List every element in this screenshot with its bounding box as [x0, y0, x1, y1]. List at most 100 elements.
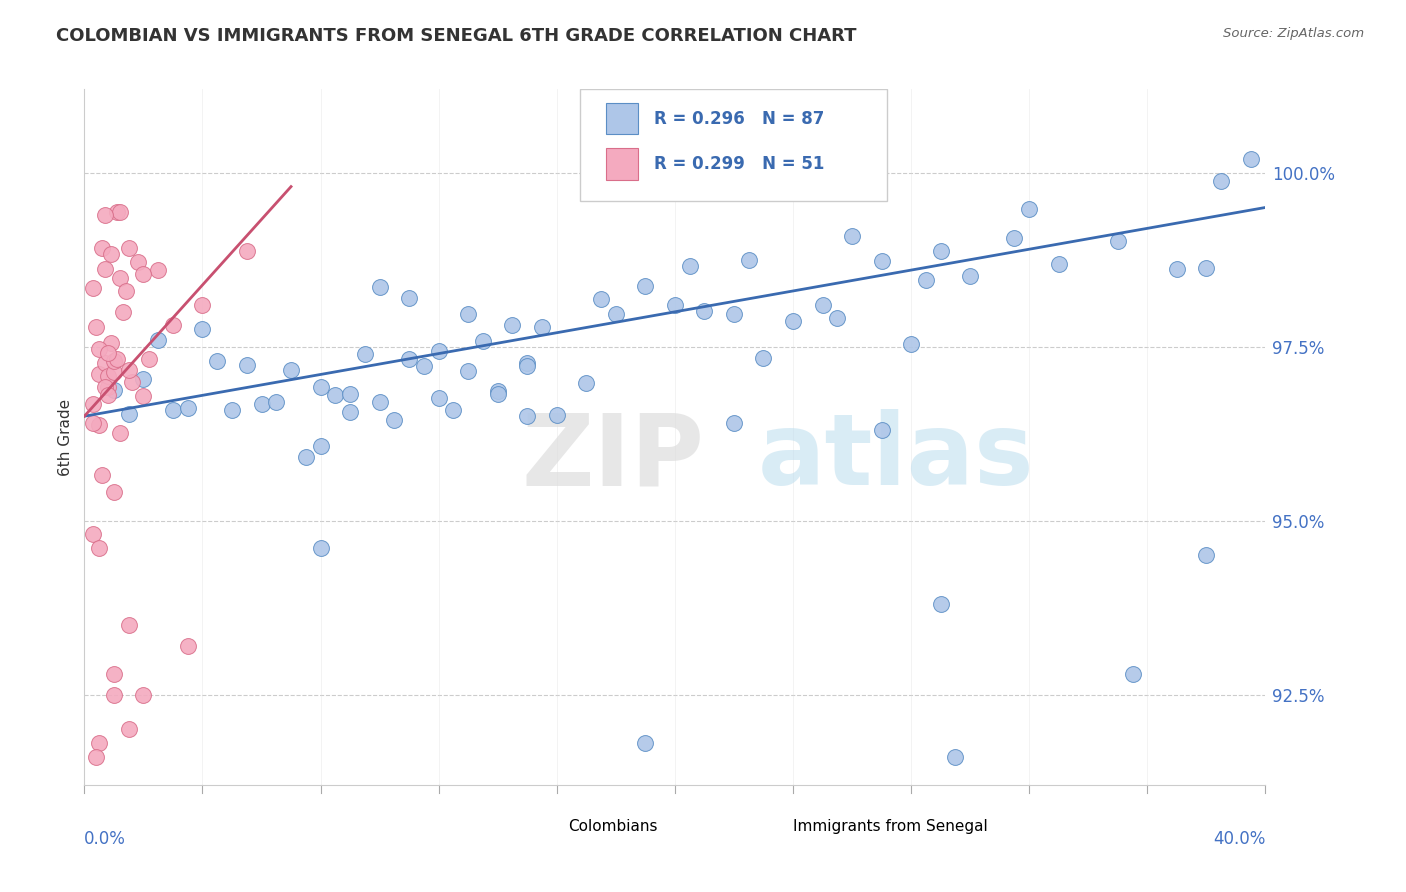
Point	[457, 307, 479, 321]
Text: R = 0.299   N = 51: R = 0.299 N = 51	[654, 155, 824, 173]
Point	[91, 468, 114, 483]
Point	[945, 750, 967, 764]
Point	[82, 416, 104, 430]
Point	[100, 335, 122, 350]
Point	[339, 404, 361, 418]
Point	[472, 334, 495, 348]
Text: 0.0%: 0.0%	[84, 830, 127, 848]
Point	[162, 318, 184, 332]
Bar	[758, 813, 783, 837]
Point	[87, 418, 111, 433]
Point	[266, 394, 288, 409]
Point	[100, 247, 122, 261]
Point	[87, 342, 111, 356]
Point	[177, 401, 200, 415]
Point	[309, 379, 332, 393]
Point	[575, 376, 598, 390]
Point	[250, 397, 273, 411]
Point	[368, 395, 391, 409]
Point	[108, 425, 131, 440]
Point	[108, 271, 131, 285]
Point	[111, 304, 134, 318]
Point	[132, 267, 155, 281]
Point	[127, 255, 149, 269]
Point	[236, 244, 259, 258]
Point	[84, 750, 107, 764]
Point	[1107, 235, 1129, 249]
Point	[236, 358, 259, 372]
Point	[546, 408, 568, 422]
Text: ZIP: ZIP	[522, 409, 704, 507]
Text: Source: ZipAtlas.com: Source: ZipAtlas.com	[1223, 27, 1364, 40]
Point	[148, 263, 170, 277]
Point	[339, 387, 361, 401]
Point	[97, 369, 120, 384]
Point	[516, 356, 538, 370]
Point	[870, 254, 893, 268]
Point	[634, 279, 657, 293]
Point	[87, 736, 111, 750]
Bar	[606, 103, 637, 135]
Point	[105, 205, 128, 219]
Point	[82, 281, 104, 295]
Point	[723, 307, 745, 321]
Point	[309, 541, 332, 556]
Point	[295, 450, 318, 464]
Text: Colombians: Colombians	[568, 819, 658, 834]
Point	[84, 319, 107, 334]
Point	[605, 307, 627, 321]
Point	[97, 388, 120, 402]
Point	[900, 336, 922, 351]
Point	[325, 388, 347, 402]
Point	[82, 397, 104, 411]
Point	[207, 353, 229, 368]
Point	[138, 352, 160, 367]
Point	[118, 723, 141, 737]
Point	[368, 279, 391, 293]
Point	[1211, 174, 1233, 188]
Point	[827, 311, 849, 326]
Point	[94, 380, 117, 394]
Point	[280, 362, 302, 376]
Point	[959, 268, 981, 283]
Point	[634, 736, 657, 750]
Point	[870, 423, 893, 437]
Point	[915, 273, 938, 287]
Point	[103, 354, 125, 368]
Point	[1018, 202, 1040, 216]
Point	[841, 229, 863, 244]
Point	[148, 333, 170, 347]
Point	[516, 359, 538, 374]
Point	[162, 403, 184, 417]
Point	[309, 440, 332, 454]
Point	[177, 639, 200, 653]
Point	[118, 363, 141, 377]
Point	[1166, 262, 1188, 277]
Point	[531, 319, 554, 334]
Point	[811, 298, 834, 312]
Point	[87, 541, 111, 556]
Point	[118, 618, 141, 632]
Text: COLOMBIAN VS IMMIGRANTS FROM SENEGAL 6TH GRADE CORRELATION CHART: COLOMBIAN VS IMMIGRANTS FROM SENEGAL 6TH…	[56, 27, 856, 45]
Point	[94, 356, 117, 370]
Point	[97, 345, 120, 359]
Point	[486, 384, 509, 399]
Point	[103, 666, 125, 681]
Point	[457, 364, 479, 378]
Point	[94, 208, 117, 222]
Point	[354, 346, 377, 360]
Point	[738, 252, 761, 267]
Point	[502, 318, 524, 332]
Bar	[533, 813, 560, 837]
Point	[443, 403, 465, 417]
Point	[427, 391, 450, 405]
Point	[103, 688, 125, 702]
Point	[384, 413, 406, 427]
Point	[132, 372, 155, 386]
Point	[664, 298, 686, 312]
Point	[108, 205, 131, 219]
Point	[191, 322, 214, 336]
Point	[929, 244, 952, 259]
Point	[221, 402, 243, 417]
Point	[118, 241, 141, 255]
